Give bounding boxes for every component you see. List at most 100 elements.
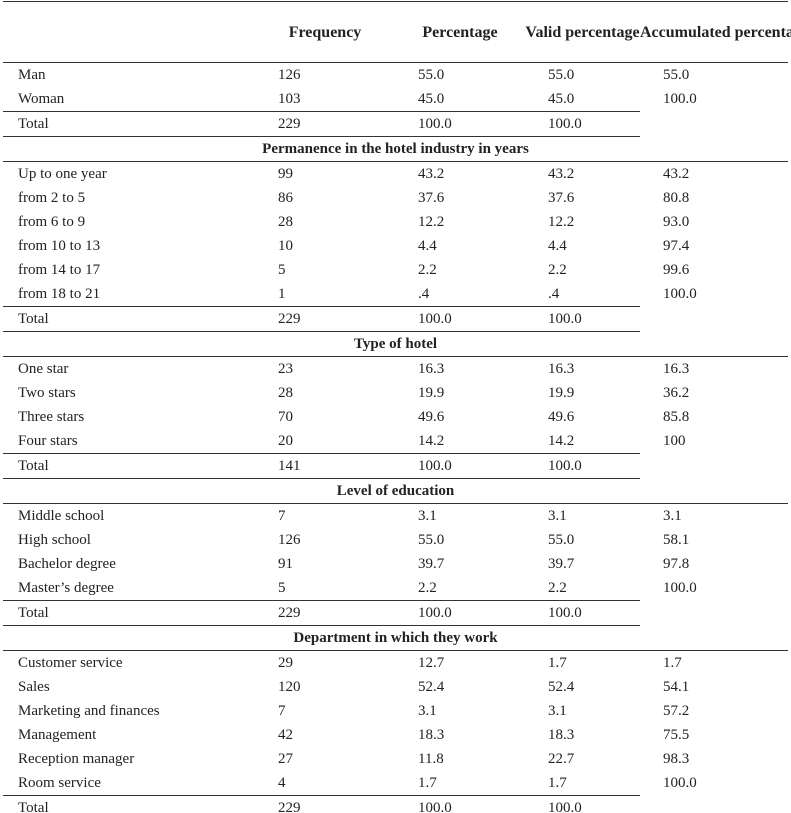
row-label: Middle school — [18, 508, 105, 524]
cell: 100.0 — [525, 306, 640, 332]
cell: 85.8 — [663, 409, 690, 425]
section-row: Type of hotel — [3, 331, 788, 357]
data-row: Management 42 18.3 18.3 75.5 — [3, 723, 788, 747]
table-body: Man 126 55.0 55.0 55.0 Woman 103 45.0 45.0 100.0 T… — [3, 63, 788, 813]
cell: 19.9 — [418, 385, 445, 401]
cell: 20 — [278, 433, 293, 449]
row-label: Customer service — [18, 655, 123, 671]
cell: 2.2 — [418, 262, 437, 278]
cell: 100 — [663, 433, 686, 450]
cell: 1.7 — [663, 655, 682, 671]
cell: .4 — [548, 286, 560, 302]
row-label: from 2 to 5 — [18, 190, 86, 206]
cell: 5 — [278, 580, 286, 596]
column-header: Valid percentage — [525, 1, 640, 63]
cell: 99.6 — [663, 262, 690, 278]
cell: 16.3 — [548, 361, 575, 377]
column-header: Percentage — [395, 1, 525, 63]
cell: 100.0 — [395, 795, 525, 813]
data-row: High school 126 55.0 55.0 58.1 — [3, 528, 788, 552]
row-label: from 18 to 21 — [18, 286, 101, 302]
row-label: Woman — [18, 91, 65, 107]
cell: 86 — [278, 190, 293, 206]
cell: 10 — [278, 238, 293, 254]
cell: 23 — [278, 361, 293, 377]
data-row: One star 23 16.3 16.3 16.3 — [3, 357, 788, 382]
cell: 49.6 — [548, 409, 575, 425]
row-label: Man — [18, 67, 46, 83]
row-label: Master’s degree — [18, 580, 114, 596]
cell: 99 — [278, 166, 293, 182]
cell: 12.7 — [418, 655, 445, 671]
cell: 75.5 — [663, 727, 690, 743]
cell: 100.0 — [525, 111, 640, 137]
cell: 52.4 — [548, 679, 575, 695]
cell: 103 — [278, 91, 301, 107]
cell: 55.0 — [418, 532, 445, 548]
cell: 16.3 — [418, 361, 445, 377]
cell: 3.1 — [548, 703, 567, 719]
cell: 43.2 — [663, 166, 690, 182]
frequency-table: Frequency Percentage Valid percentage Accum… — [3, 1, 791, 813]
cell: 55.0 — [418, 67, 445, 83]
cell: 1.7 — [418, 775, 437, 791]
data-row: Man 126 55.0 55.0 55.0 — [3, 63, 788, 88]
corner — [3, 1, 255, 63]
cell: 80.8 — [663, 190, 690, 206]
section-title: Level of education — [3, 478, 788, 504]
cell: 100.0 — [395, 306, 525, 332]
data-row: Customer service 29 12.7 1.7 1.7 — [3, 651, 788, 676]
section-title: Department in which they work — [3, 625, 788, 651]
data-row: Four stars 20 14.2 14.2 100 — [3, 429, 788, 454]
cell: 22.7 — [548, 751, 575, 767]
data-row: from 14 to 17 5 2.2 2.2 99.6 — [3, 258, 788, 282]
total-row: Total 229 100.0 100.0 — [3, 111, 788, 137]
cell: 28 — [278, 214, 293, 230]
cell: 100.0 — [663, 580, 697, 597]
data-row: Master’s degree 5 2.2 2.2 100.0 — [3, 576, 788, 601]
data-row: from 2 to 5 86 37.6 37.6 80.8 — [3, 186, 788, 210]
cell: 100.0 — [525, 600, 640, 626]
section-row: Permanence in the hotel industry in year… — [3, 136, 788, 162]
cell: 126 — [278, 67, 301, 83]
cell: 97.4 — [663, 238, 690, 254]
cell: 2.2 — [548, 262, 567, 278]
data-row: Marketing and finances 7 3.1 3.1 57.2 — [3, 699, 788, 723]
section-row: Level of education — [3, 478, 788, 504]
row-label: Sales — [18, 679, 50, 695]
row-label: Reception manager — [18, 751, 135, 767]
row-label: from 14 to 17 — [18, 262, 101, 278]
cell: 3.1 — [663, 508, 682, 524]
data-row: Sales 120 52.4 52.4 54.1 — [3, 675, 788, 699]
cell: 3.1 — [418, 508, 437, 524]
cell: 12.2 — [418, 214, 445, 230]
row-label: from 6 to 9 — [18, 214, 86, 230]
cell: 100.0 — [395, 600, 525, 626]
total-row: Total 229 100.0 100.0 — [3, 306, 788, 332]
cell: 43.2 — [418, 166, 445, 182]
cell: 19.9 — [548, 385, 575, 401]
cell: 141 — [255, 453, 395, 479]
cell: 7 — [278, 508, 286, 524]
cell: 4.4 — [418, 238, 437, 254]
data-row: Bachelor degree 91 39.7 39.7 97.8 — [3, 552, 788, 576]
cell: .4 — [418, 286, 430, 302]
data-row: Reception manager 27 11.8 22.7 98.3 — [3, 747, 788, 771]
cell: 120 — [278, 679, 301, 695]
total-row: Total 229 100.0 100.0 — [3, 795, 788, 813]
cell: 55.0 — [663, 67, 690, 83]
cell: 37.6 — [548, 190, 575, 206]
cell: 52.4 — [418, 679, 445, 695]
data-row: Up to one year 99 43.2 43.2 43.2 — [3, 162, 788, 187]
cell: 93.0 — [663, 214, 690, 230]
cell: 97.8 — [663, 556, 690, 572]
cell: 3.1 — [548, 508, 567, 524]
cell: 12.2 — [548, 214, 575, 230]
row-label: Two stars — [18, 385, 76, 401]
cell: 29 — [278, 655, 293, 671]
cell: 37.6 — [418, 190, 445, 206]
row-label: Total — [3, 453, 255, 479]
cell: 91 — [278, 556, 293, 572]
cell: 14.2 — [548, 433, 575, 449]
